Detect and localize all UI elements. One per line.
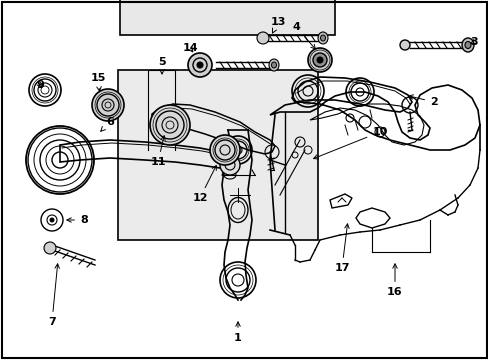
Text: 16: 16 [386, 264, 402, 297]
Text: 4: 4 [291, 22, 315, 49]
Ellipse shape [461, 38, 473, 52]
Text: 10: 10 [313, 127, 387, 159]
Ellipse shape [464, 41, 470, 49]
Ellipse shape [271, 62, 276, 68]
Circle shape [44, 242, 56, 254]
Circle shape [220, 155, 240, 175]
Text: 7: 7 [48, 264, 59, 327]
Text: 15: 15 [90, 73, 105, 91]
Circle shape [187, 53, 212, 77]
Bar [120, 0, 334, 35]
Text: 13: 13 [270, 17, 285, 33]
Circle shape [316, 57, 323, 63]
Text: 9: 9 [36, 80, 44, 90]
Circle shape [92, 89, 124, 121]
Ellipse shape [317, 32, 327, 44]
Ellipse shape [320, 35, 325, 41]
Circle shape [312, 53, 326, 67]
Text: 14: 14 [182, 43, 198, 53]
Circle shape [257, 32, 268, 44]
Circle shape [197, 62, 203, 68]
Circle shape [209, 135, 240, 165]
Circle shape [50, 218, 54, 222]
Ellipse shape [399, 40, 409, 50]
Text: 12: 12 [192, 166, 216, 203]
Bar [118, 70, 317, 240]
Text: 8: 8 [67, 215, 87, 225]
Text: 11: 11 [150, 136, 165, 167]
Text: 5: 5 [158, 57, 165, 74]
Text: 17: 17 [334, 224, 349, 273]
Text: 1: 1 [234, 322, 242, 343]
Text: 6: 6 [101, 117, 114, 131]
Circle shape [150, 105, 190, 145]
Text: 2: 2 [408, 95, 437, 107]
Ellipse shape [268, 59, 279, 71]
Circle shape [307, 48, 331, 72]
Text: 3: 3 [469, 37, 477, 47]
